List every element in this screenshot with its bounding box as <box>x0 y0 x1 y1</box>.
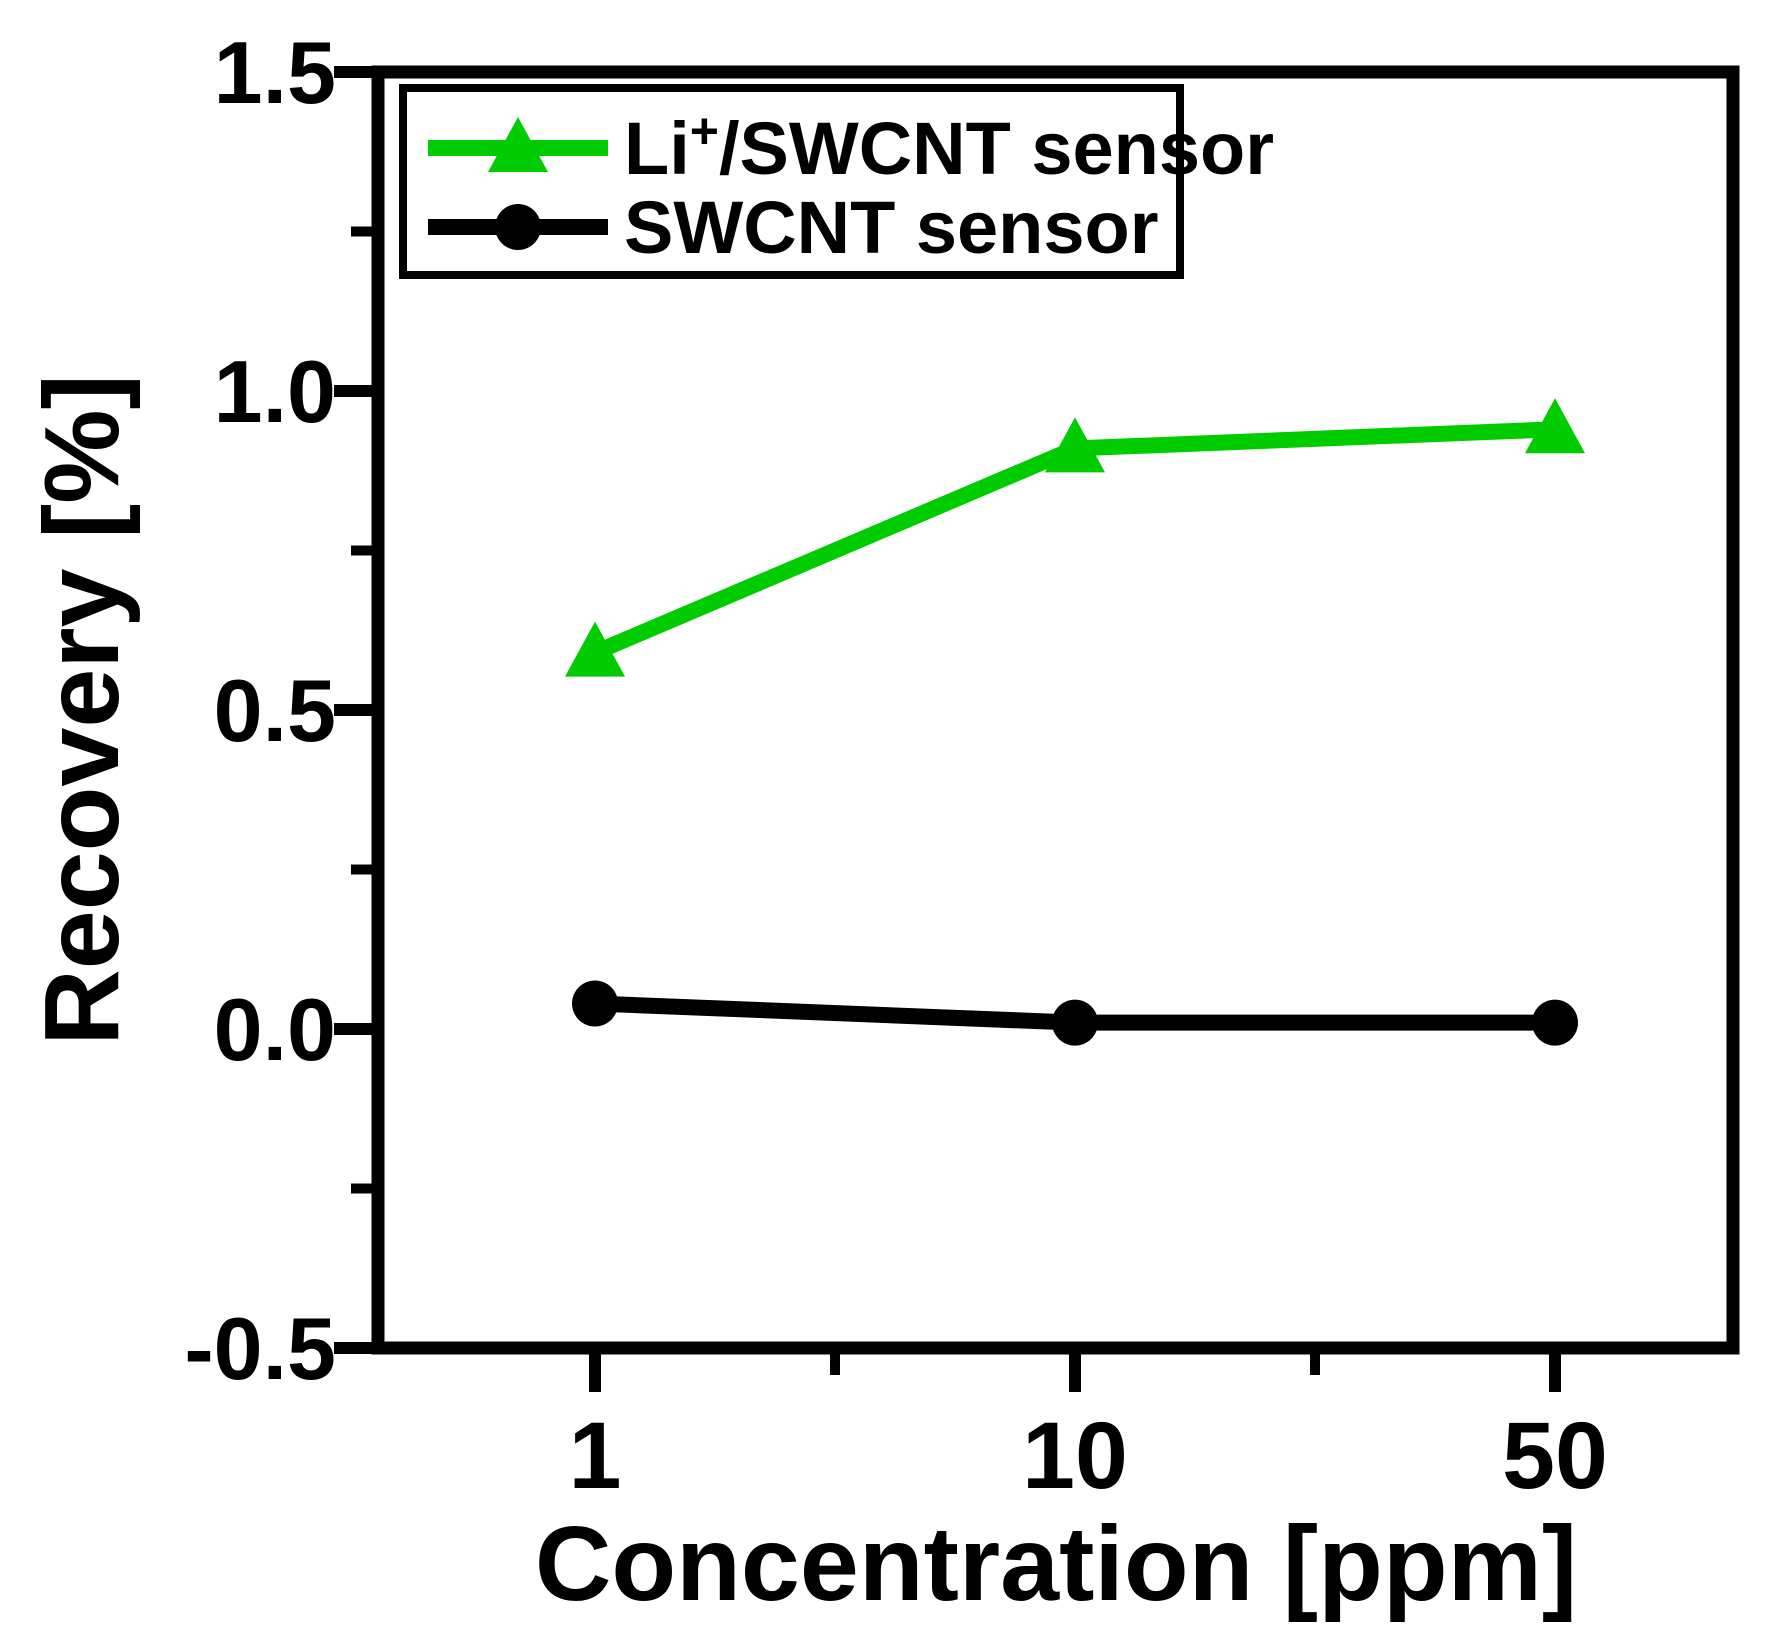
x-axis-title: Concentration [ppm] <box>535 1505 1577 1623</box>
y-axis-tick-label: 1.5 <box>214 23 336 122</box>
legend-label: Li+/SWCNT sensor <box>624 103 1274 190</box>
y-axis-title: Recovery [%] <box>23 374 141 1046</box>
triangle-marker-li-swcnt-sensor <box>1525 398 1585 454</box>
legend-label: SWCNT sensor <box>624 186 1159 269</box>
circle-marker-swcnt-sensor <box>1532 999 1578 1046</box>
series-swcnt-sensor <box>572 980 1578 1046</box>
legend-item: Li+/SWCNT sensor <box>428 103 1274 190</box>
triangle-marker-li-swcnt-sensor <box>565 621 625 677</box>
x-axis-tick-label: 1 <box>569 1403 622 1509</box>
legend-circle-marker <box>495 204 541 250</box>
plot-layer: 1.5 1.0 0.5 0.0 -0.5 1 10 50 Li+/SWCNT sensorSWC… <box>184 23 1740 1509</box>
y-axis-tick-label: 0.0 <box>214 980 336 1079</box>
legend-item: SWCNT sensor <box>428 186 1159 269</box>
x-axis-tick-label: 50 <box>1502 1403 1608 1509</box>
x-axis-tick-label: 10 <box>1022 1403 1128 1509</box>
triangle-marker-li-swcnt-sensor <box>1045 417 1105 473</box>
legend-triangle-marker <box>488 117 548 172</box>
circle-marker-swcnt-sensor <box>1052 999 1098 1046</box>
y-axis-tick-label: 0.5 <box>214 661 336 760</box>
y-axis-tick-label: 1.0 <box>214 342 336 441</box>
series-li-swcnt-sensor <box>565 398 1585 677</box>
y-axis-tick-label: -0.5 <box>184 1299 336 1398</box>
circle-marker-swcnt-sensor <box>572 980 618 1027</box>
